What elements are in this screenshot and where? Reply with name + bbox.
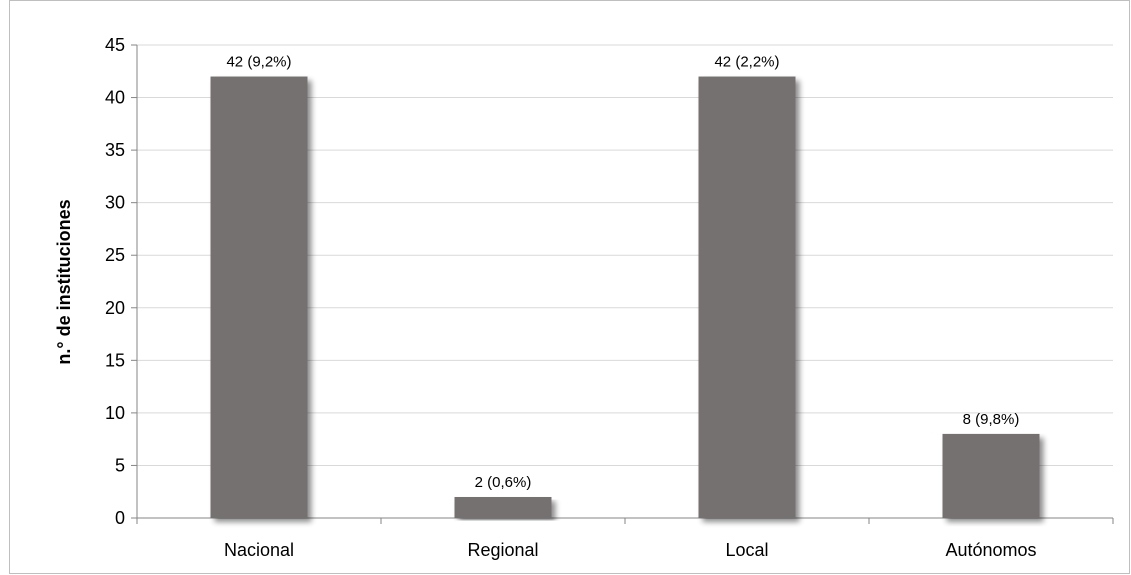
data-label: 42 (2,2%) <box>714 54 779 71</box>
data-label: 2 (0,6%) <box>475 474 532 491</box>
y-tick-label: 45 <box>105 35 125 55</box>
y-tick-label: 40 <box>105 88 125 108</box>
x-category-label: Nacional <box>224 540 294 560</box>
y-tick-label: 35 <box>105 140 125 160</box>
data-label: 42 (9,2%) <box>226 54 291 71</box>
bar <box>210 76 308 519</box>
y-tick-label: 10 <box>105 403 125 423</box>
bar <box>698 76 796 519</box>
bar <box>454 496 552 518</box>
x-category-label: Local <box>725 540 768 560</box>
data-label: 8 (9,8%) <box>963 411 1020 428</box>
y-tick-label: 0 <box>115 508 125 528</box>
y-tick-label: 15 <box>105 350 125 370</box>
y-axis-label: n.° de instituciones <box>54 199 74 364</box>
labels: 0 5 10 15 20 25 30 35 40 45 42 (9,2%) Nacional 2 (0,… <box>105 35 1037 560</box>
y-tick-label: 5 <box>115 455 125 475</box>
x-category-label: Regional <box>467 540 538 560</box>
y-tick-label: 20 <box>105 298 125 318</box>
x-category-label: Autónomos <box>945 540 1036 560</box>
bars <box>210 76 1040 519</box>
y-tick-label: 30 <box>105 193 125 213</box>
bar <box>942 433 1040 518</box>
y-tick-label: 25 <box>105 245 125 265</box>
